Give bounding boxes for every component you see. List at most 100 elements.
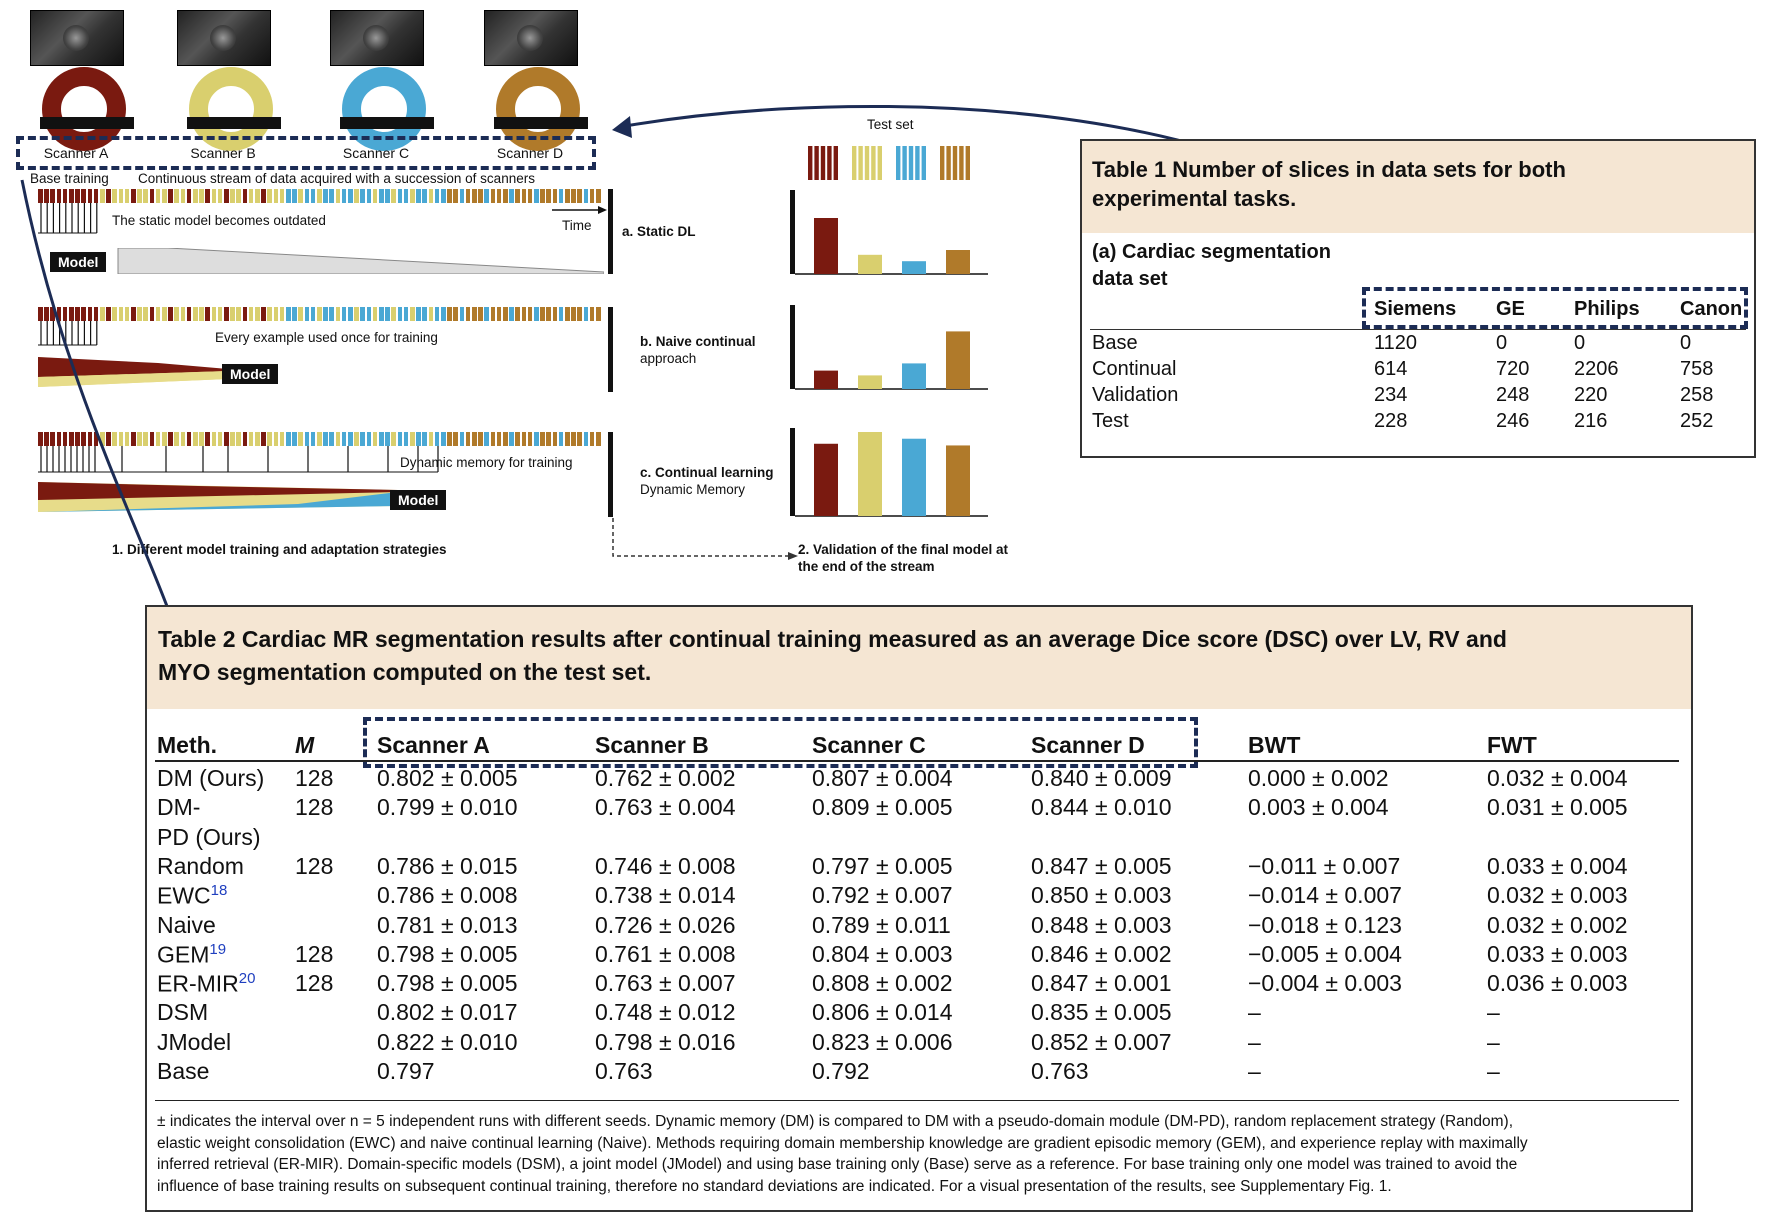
test-set-sample (940, 146, 945, 180)
stream-sample (571, 307, 576, 321)
stream-sample (75, 307, 80, 321)
stream-sample (44, 189, 49, 203)
mri-thumbnail-a (30, 10, 124, 66)
stream-sample (131, 432, 136, 446)
stream-sample (552, 189, 558, 203)
stream-sample (558, 189, 564, 203)
stream-sample (230, 189, 235, 203)
stream-sample (534, 432, 539, 446)
stream-sample (75, 189, 80, 203)
dynamic-model-box: Model (390, 490, 447, 510)
table-2-method: Random (157, 852, 244, 879)
stream-sample (62, 307, 68, 321)
time-label: Time (562, 218, 592, 233)
test-set-sample (908, 146, 914, 180)
citation-link[interactable]: 20 (238, 970, 256, 988)
stream-sample (279, 432, 285, 446)
stream-sample (143, 189, 149, 203)
stream-sample (118, 432, 124, 446)
stream-sample (354, 307, 359, 321)
stream-sample (174, 432, 180, 446)
stream-sample (472, 432, 477, 446)
stream-sample (441, 189, 446, 203)
table-2-footnote: ± indicates the interval over n = 5 inde… (157, 1113, 1528, 1195)
stream-sample (186, 189, 192, 203)
dynamic-memory-label: Dynamic memory for training (400, 455, 573, 470)
table-2-cell: 0.763 ± 0.004 (595, 794, 736, 821)
stream-sample (484, 307, 490, 321)
stream-sample (447, 307, 452, 321)
table-2-cell: – (1487, 1028, 1500, 1055)
stream-sample (552, 432, 558, 446)
table-1-cell: 234 (1374, 384, 1408, 406)
table-2-cell: 0.808 ± 0.002 (812, 970, 953, 997)
stream-sample (385, 432, 390, 446)
stream-sample (565, 432, 570, 446)
table-2-cell: 0.761 ± 0.008 (595, 940, 736, 967)
stream-sample (298, 307, 304, 321)
stream-sample (515, 307, 521, 321)
stream-sample (217, 432, 223, 446)
stream-sample (583, 307, 589, 321)
stream-sample (478, 307, 483, 321)
scanner-highlight-box (16, 136, 596, 170)
table-2-cell: 0.786 ± 0.015 (377, 852, 518, 879)
test-set-label: Test set (867, 117, 914, 132)
table-2-col-bwt: BWT (1248, 732, 1301, 758)
stream-sample (100, 307, 105, 321)
test-set-sample (965, 146, 970, 180)
citation-link[interactable]: 18 (210, 882, 228, 900)
test-set-strips (808, 146, 970, 180)
table-2-cell: −0.005 ± 0.004 (1248, 940, 1402, 967)
validation-chart-naive (790, 305, 988, 390)
stream-sample (149, 432, 155, 446)
stream-sample (106, 189, 111, 203)
stream-sample (87, 432, 93, 446)
stream-sample (577, 307, 583, 321)
table-2: Table 2 Cardiac MR segmentation results … (145, 605, 1693, 1212)
stream-sample (242, 189, 248, 203)
stream-sample (112, 307, 118, 321)
stream-sample (162, 432, 167, 446)
table-2-cell: 0.031 ± 0.005 (1487, 794, 1628, 821)
table-2-cell: 0.804 ± 0.003 (812, 940, 953, 967)
stream-sample (273, 307, 279, 321)
stream-sample (304, 189, 310, 203)
citation-link[interactable]: 19 (209, 940, 227, 958)
table-2-method: ER-MIR20 (157, 970, 256, 997)
stream-sample (317, 189, 322, 203)
scanner-c-label: Scanner C (342, 145, 410, 161)
stream-sample (93, 432, 99, 446)
dynamic-flow-shape (38, 482, 398, 512)
stream-sample (372, 189, 378, 203)
stream-sample (44, 307, 49, 321)
stream-sample (199, 307, 204, 321)
table-2-col-method: Meth. (157, 732, 218, 758)
table-1-column-highlight (1362, 287, 1748, 329)
stream-sample (248, 307, 254, 321)
stream-sample (540, 189, 545, 203)
stream-sample (137, 307, 142, 321)
stream-sample (242, 432, 248, 446)
table-1-col-philips: Philips (1574, 298, 1640, 320)
stream-sample (453, 307, 459, 321)
test-set-sample (877, 146, 882, 180)
table-2-col-scanner-a: Scanner A (377, 732, 490, 758)
mri-thumbnail-d (484, 10, 578, 66)
table-2-cell: – (1248, 1058, 1261, 1084)
stream-sample (286, 432, 291, 446)
static-sample-ticks (38, 203, 98, 234)
chart-axis (790, 190, 795, 274)
table-2-cell: – (1487, 1058, 1500, 1084)
stream-sample (571, 432, 576, 446)
stream-sample (310, 307, 316, 321)
arrow-head-icon (612, 116, 632, 138)
stream-sample (527, 432, 533, 446)
stream-sample (441, 307, 446, 321)
stream-sample (416, 432, 421, 446)
table-2-cell: 0.802 ± 0.017 (377, 999, 518, 1026)
table-2-title: Table 2 Cardiac MR segmentation results … (147, 607, 1691, 709)
stream-sample (199, 432, 204, 446)
chart-axis (790, 305, 795, 389)
validation-chart-static (790, 190, 988, 275)
